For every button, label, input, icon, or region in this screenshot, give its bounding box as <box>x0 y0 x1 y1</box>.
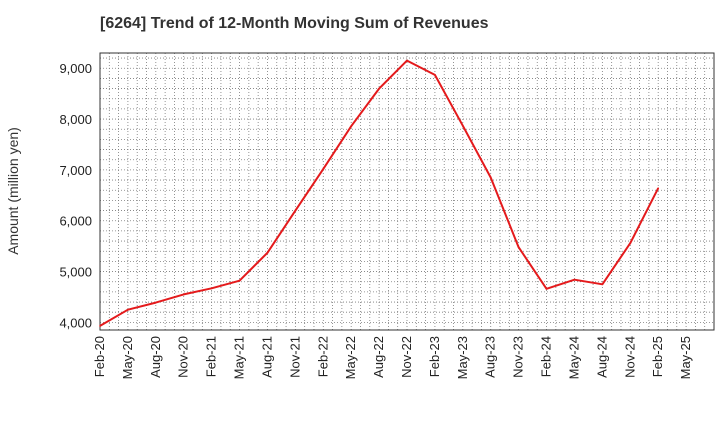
chart-title: [6264] Trend of 12-Month Moving Sum of R… <box>100 15 489 32</box>
x-tick-label: May-24 <box>566 336 581 379</box>
x-tick-label: Feb-21 <box>204 336 219 377</box>
x-tick-label: May-20 <box>120 336 135 379</box>
x-tick-label: Aug-22 <box>371 336 386 378</box>
x-tick-label: Aug-23 <box>483 336 498 378</box>
x-tick-label: Feb-25 <box>650 336 665 377</box>
x-tick-label: Nov-22 <box>399 336 414 378</box>
series-layer <box>99 59 660 327</box>
x-tick-label: Nov-23 <box>511 336 526 378</box>
x-tick-label: Nov-24 <box>622 336 637 378</box>
y-tick-label: 6,000 <box>59 214 92 229</box>
plot-frame <box>99 52 715 331</box>
x-tick-label: Nov-21 <box>287 336 302 378</box>
x-tick-label: Aug-20 <box>148 336 163 378</box>
data-point <box>127 308 129 311</box>
y-tick-label: 9,000 <box>59 61 92 76</box>
data-point <box>266 251 269 254</box>
data-point <box>601 283 604 286</box>
data-point <box>517 246 520 248</box>
x-tick-label: Aug-24 <box>594 336 609 378</box>
data-point <box>238 279 241 282</box>
data-point <box>350 125 352 127</box>
data-point <box>545 288 548 290</box>
data-point <box>294 209 297 212</box>
x-tick-label: May-25 <box>678 336 693 379</box>
x-tick-label: Aug-21 <box>259 336 274 378</box>
x-tick-label: Feb-23 <box>427 336 442 377</box>
y-axis-label: Amount (million yen) <box>5 127 21 255</box>
x-tick-label: Feb-24 <box>539 336 554 377</box>
data-point <box>210 287 213 290</box>
data-point <box>657 187 659 189</box>
y-tick-label: 8,000 <box>59 112 92 127</box>
y-tick-label: 5,000 <box>59 265 92 280</box>
data-point <box>462 124 464 127</box>
x-tick-label: May-23 <box>455 336 470 379</box>
data-point <box>573 278 576 281</box>
data-point <box>406 59 408 62</box>
data-point <box>322 168 325 170</box>
tick-labels: 4,000 5,000 6,000 7,000 8,000 9,000 Feb-20 May-… <box>59 61 693 379</box>
data-point <box>434 74 436 76</box>
data-point <box>99 325 101 327</box>
data-point <box>155 301 157 304</box>
x-tick-label: May-22 <box>343 336 358 379</box>
y-tick-label: 7,000 <box>59 163 92 178</box>
y-tick-label: 4,000 <box>59 315 92 330</box>
gridlines <box>100 53 714 330</box>
data-point <box>182 293 185 296</box>
data-point <box>378 87 380 90</box>
x-tick-label: May-21 <box>232 336 247 379</box>
x-tick-label: Feb-20 <box>92 336 107 377</box>
data-point <box>489 176 492 179</box>
x-tick-label: Nov-20 <box>176 336 191 378</box>
data-point <box>629 242 632 244</box>
x-tick-label: Feb-22 <box>315 336 330 377</box>
